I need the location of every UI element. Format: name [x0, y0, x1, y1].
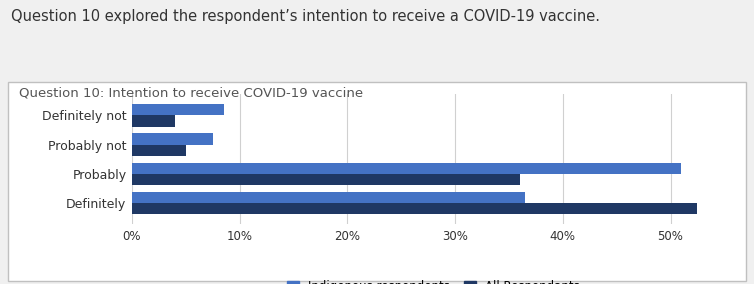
Bar	[132, 202, 697, 214]
Bar	[132, 162, 682, 174]
Legend: Indigenous respondents, All Respondants: Indigenous respondents, All Respondants	[287, 280, 580, 284]
Bar	[132, 145, 185, 156]
Bar	[132, 191, 525, 202]
Bar	[132, 133, 213, 145]
Bar	[132, 105, 223, 116]
Text: Question 10: Intention to receive COVID-19 vaccine: Question 10: Intention to receive COVID-…	[19, 87, 363, 100]
Text: Question 10 explored the respondent’s intention to receive a COVID-19 vaccine.: Question 10 explored the respondent’s in…	[11, 9, 600, 24]
Bar	[132, 174, 520, 185]
Bar	[132, 116, 175, 127]
